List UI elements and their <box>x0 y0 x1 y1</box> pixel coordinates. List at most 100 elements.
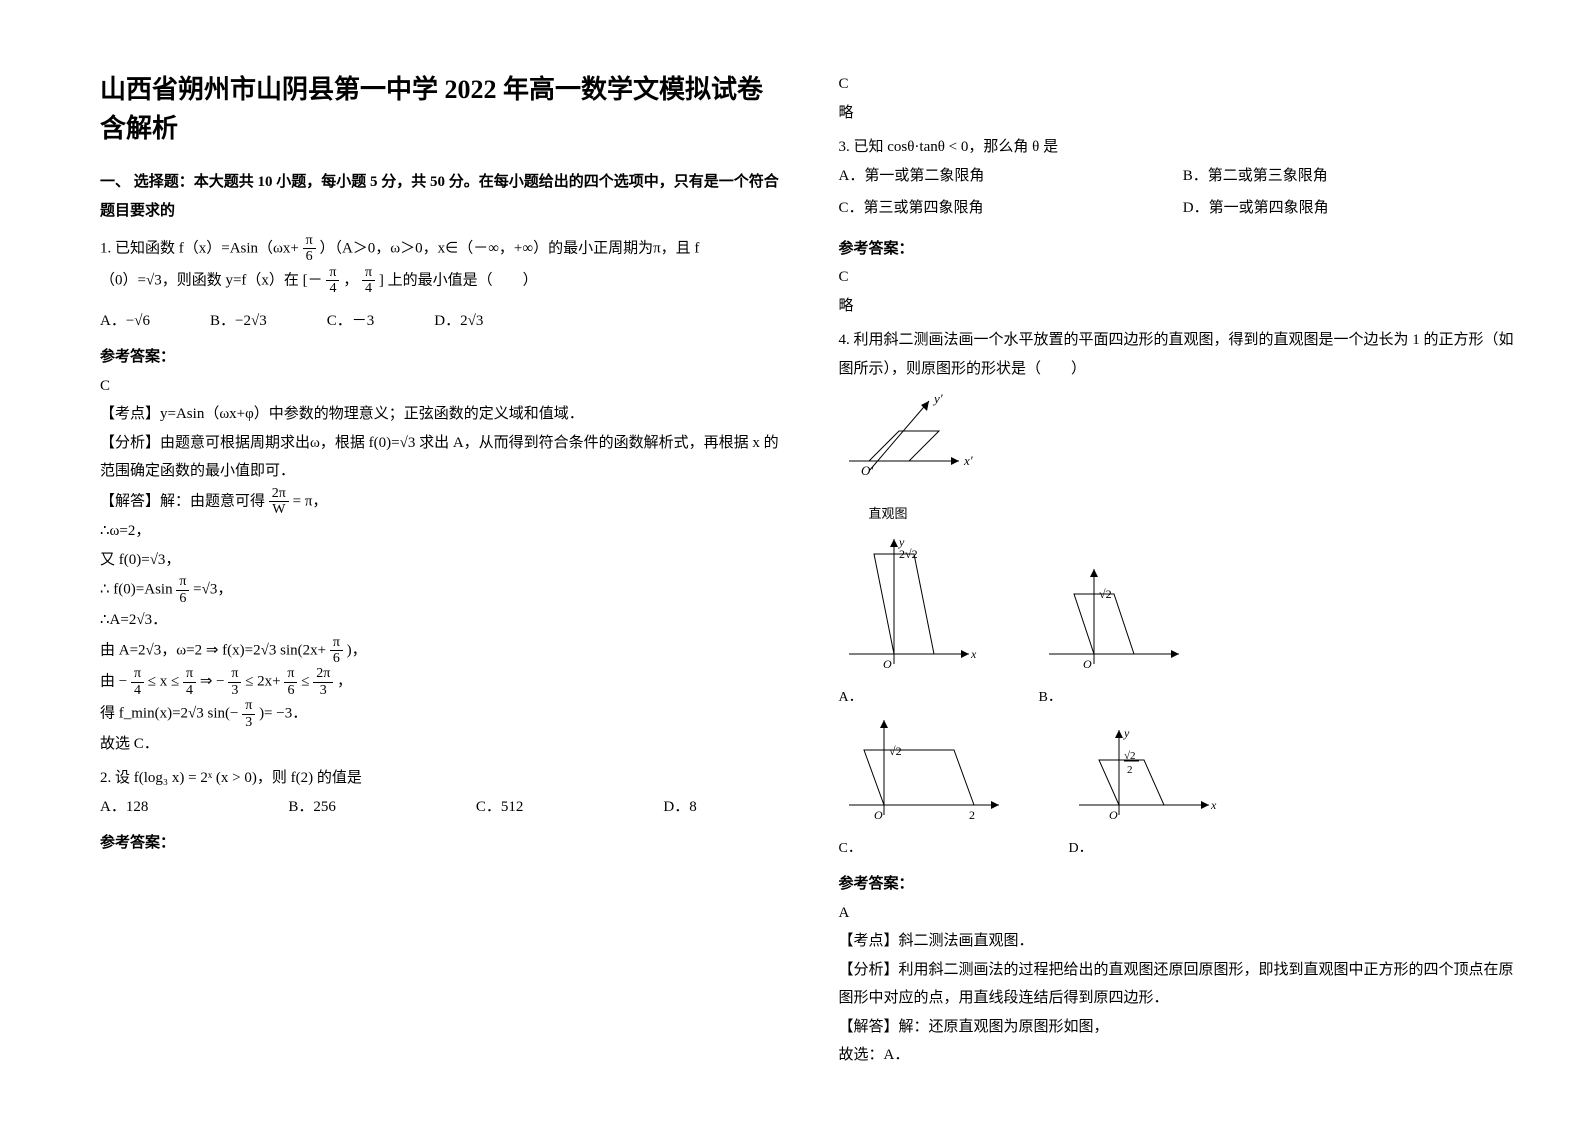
q3-note: 略 <box>839 292 1528 321</box>
q4-options-row1: 2√2 O x y A． √2 O <box>839 534 1528 711</box>
frac-pi-3-a: π3 <box>228 666 241 698</box>
frac-pi-6: π6 <box>303 233 316 265</box>
q1-jd2: ∴ω=2， <box>100 517 789 546</box>
q1-jd3: 又 f(0)=√3， <box>100 546 789 575</box>
q4-fenxi: 【分析】利用斜二测画法的过程把给出的直观图还原回原图形，即找到直观图中正方形的四… <box>839 956 1528 1013</box>
frac-2pi-3: 2π3 <box>313 666 333 698</box>
q2-note: 略 <box>839 99 1528 128</box>
svg-text:x: x <box>970 647 977 661</box>
q4-stem: 4. 利用斜二测画法画一个水平放置的平面四边形的直观图，得到的直观图是一个边长为… <box>839 326 1528 383</box>
q3-opt-c: C．第三或第四象限角 <box>839 194 1183 223</box>
q1-answer: C <box>100 372 789 401</box>
svg-text:y: y <box>1123 726 1130 740</box>
frac-pi-3-b: π3 <box>242 698 255 730</box>
q4-jieda2: 故选：A． <box>839 1041 1528 1070</box>
svg-text:O': O' <box>861 463 873 478</box>
q4-options-row2: √2 2 O C． √2 2 <box>839 715 1528 862</box>
svg-text:2√2: 2√2 <box>899 547 918 561</box>
q1-jieda: 【解答】解：由题意可得 2πW = π， <box>100 486 789 518</box>
q2-options: A．128 B．256 C．512 D．8 <box>100 793 789 822</box>
q1-opt-b: B．−2√3 <box>210 307 267 336</box>
svg-text:2: 2 <box>1127 764 1133 776</box>
q1-kaodian: 【考点】y=Asin（ωx+φ）中参数的物理意义；正弦函数的定义域和值域． <box>100 400 789 429</box>
frac-pi-4-c: π4 <box>131 666 144 698</box>
q1-stem-line2: （0）=√3，则函数 y=f（x）在 [－ π4 ， π4 ] 上的最小值是（ … <box>100 265 789 297</box>
question-2: 2. 设 f(log₃ x) = 2ˣ (x > 0)，则 f(2) 的值是 A… <box>100 764 789 858</box>
svg-text:O: O <box>874 808 883 822</box>
svg-text:√2: √2 <box>1099 587 1112 601</box>
q3-options: A．第一或第二象限角 B．第二或第三象限角 C．第三或第四象限角 D．第一或第四… <box>839 162 1528 227</box>
q4-kaodian: 【考点】斜二测法画直观图． <box>839 927 1528 956</box>
frac-pi-6-d: π6 <box>284 666 297 698</box>
q4-opt-c-fig: √2 2 O C． <box>839 715 1009 862</box>
q1-jd9: 故选 C． <box>100 730 789 759</box>
q1-jd5: ∴A=2√3． <box>100 606 789 635</box>
q2-opt-d: D．8 <box>663 793 696 822</box>
q2-opt-a: A．128 <box>100 793 148 822</box>
q4-given-figure: O' x' y' 直观图 <box>839 391 1528 526</box>
intuitive-diagram-svg: O' x' y' <box>839 391 989 491</box>
opt-d-svg: √2 2 O x y <box>1069 725 1219 825</box>
frac-pi-4-d: π4 <box>183 666 196 698</box>
q1-stem-b: ）（A＞0，ω＞0，x∈（－∞，+∞）的最小正周期为π，且 f <box>319 240 699 256</box>
q1-answer-label: 参考答案： <box>100 343 789 372</box>
fig-caption: 直观图 <box>869 502 1528 527</box>
q1-opt-c: C．－3 <box>327 307 375 336</box>
q4-opt-a-fig: 2√2 O x y A． <box>839 534 979 711</box>
q4-opt-d-fig: √2 2 O x y D． <box>1069 725 1219 862</box>
q4-jieda: 【解答】解：还原直观图为原图形如图， <box>839 1013 1528 1042</box>
question-3: 3. 已知 cosθ·tanθ < 0，那么角 θ 是 A．第一或第二象限角 B… <box>839 133 1528 320</box>
q1-opt-a: A．−√6 <box>100 307 150 336</box>
question-4: 4. 利用斜二测画法画一个水平放置的平面四边形的直观图，得到的直观图是一个边长为… <box>839 326 1528 1070</box>
q1-jd6: 由 A=2√3，ω=2 ⇒ f(x)=2√3 sin(2x+ π6 )， <box>100 635 789 667</box>
q4-opt-b-fig: √2 O B． <box>1039 564 1189 711</box>
frac-pi-4-b: π4 <box>362 265 375 297</box>
q2-stem: 2. 设 f(log₃ x) = 2ˣ (x > 0)，则 f(2) 的值是 <box>100 764 789 793</box>
svg-text:x: x <box>1210 798 1217 812</box>
q2-opt-b: B．256 <box>288 793 336 822</box>
q1-stem-line1: 1. 已知函数 f（x）=Asin（ωx+ π6 ）（A＞0，ω＞0，x∈（－∞… <box>100 233 789 265</box>
frac-2pi-w: 2πW <box>269 486 289 518</box>
svg-text:y': y' <box>932 391 943 406</box>
q1-jd7: 由 − π4 ≤ x ≤ π4 ⇒ − π3 ≤ 2x+ π6 ≤ 2π3 ， <box>100 666 789 698</box>
q3-answer: C <box>839 263 1528 292</box>
q1-options: A．−√6 B．−2√3 C．－3 D．2√3 <box>100 307 789 336</box>
q1-fenxi: 【分析】由题意可根据周期求出ω，根据 f(0)=√3 求出 A，从而得到符合条件… <box>100 429 789 486</box>
q3-opt-d: D．第一或第四象限角 <box>1183 194 1527 223</box>
q2-answer-label: 参考答案： <box>100 829 789 858</box>
q1-jd8: 得 f_min(x)=2√3 sin(− π3 )= −3． <box>100 698 789 730</box>
svg-text:x': x' <box>963 453 973 468</box>
q3-stem: 3. 已知 cosθ·tanθ < 0，那么角 θ 是 <box>839 133 1528 162</box>
q3-opt-b: B．第二或第三象限角 <box>1183 162 1527 191</box>
frac-pi-6-b: π6 <box>176 574 189 606</box>
q2-opt-c: C．512 <box>476 793 524 822</box>
left-column: 山西省朔州市山阴县第一中学 2022 年高一数学文模拟试卷含解析 一、 选择题：… <box>100 70 789 1070</box>
q4-answer-label: 参考答案： <box>839 870 1528 899</box>
q1-stem-e: ] 上的最小值是（ ） <box>379 272 538 288</box>
svg-text:y: y <box>898 535 905 549</box>
svg-text:O: O <box>1083 657 1092 671</box>
svg-text:2: 2 <box>969 808 975 822</box>
section-1-heading: 一、 选择题：本大题共 10 小题，每小题 5 分，共 50 分。在每小题给出的… <box>100 168 789 225</box>
q1-jd4: ∴ f(0)=Asin π6 =√3， <box>100 574 789 606</box>
opt-c-svg: √2 2 O <box>839 715 1009 825</box>
frac-pi-6-c: π6 <box>330 635 343 667</box>
q1-stem-a: 1. 已知函数 f（x）=Asin（ωx+ <box>100 240 303 256</box>
q1-stem-d: ， <box>343 272 358 288</box>
q2-answer: C <box>839 70 1528 99</box>
opt-b-svg: √2 O <box>1039 564 1189 674</box>
right-column: C 略 3. 已知 cosθ·tanθ < 0，那么角 θ 是 A．第一或第二象… <box>839 70 1528 1070</box>
q1-opt-d: D．2√3 <box>434 307 483 336</box>
svg-text:O: O <box>883 657 892 671</box>
frac-pi-4-a: π4 <box>326 265 339 297</box>
q3-opt-a: A．第一或第二象限角 <box>839 162 1183 191</box>
svg-text:√2: √2 <box>889 744 902 758</box>
doc-title: 山西省朔州市山阴县第一中学 2022 年高一数学文模拟试卷含解析 <box>100 70 789 148</box>
svg-text:O: O <box>1109 808 1118 822</box>
q1-stem-c: （0）=√3，则函数 y=f（x）在 [－ <box>100 272 323 288</box>
q3-answer-label: 参考答案： <box>839 235 1528 264</box>
opt-a-svg: 2√2 O x y <box>839 534 979 674</box>
svg-text:√2: √2 <box>1124 750 1136 762</box>
q4-answer: A <box>839 899 1528 928</box>
question-1: 1. 已知函数 f（x）=Asin（ωx+ π6 ）（A＞0，ω＞0，x∈（－∞… <box>100 233 789 758</box>
